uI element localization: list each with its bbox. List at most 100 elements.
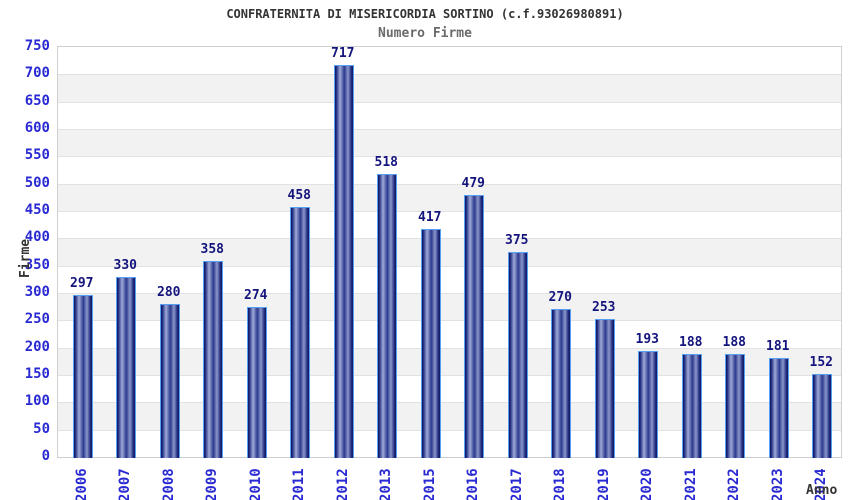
grid-line	[58, 320, 841, 322]
grid-line	[58, 347, 841, 349]
grid-band	[58, 74, 841, 102]
bar-2006	[72, 295, 93, 458]
bar-value-label: 717	[331, 46, 355, 61]
bar-2012	[333, 65, 354, 458]
bar-2019	[594, 319, 615, 458]
bar-value-label: 375	[505, 233, 529, 248]
y-tick-label: 0	[41, 448, 50, 464]
y-tick-label: 750	[24, 38, 50, 54]
grid-band	[58, 238, 841, 266]
bar-2024	[812, 374, 833, 458]
x-tick-label: 2009	[204, 468, 221, 500]
grid-band	[58, 320, 841, 348]
y-tick-label: 350	[24, 256, 50, 273]
x-tick-label: 2020	[639, 468, 656, 500]
grid-line	[58, 183, 841, 185]
grid-band	[58, 101, 841, 129]
bar-value-label: 518	[374, 155, 398, 170]
bar-value-label: 270	[548, 290, 572, 305]
bar-2022	[725, 354, 746, 458]
bar-2023	[768, 358, 789, 458]
x-tick-label: 2019	[595, 468, 612, 500]
grid-line	[58, 129, 841, 130]
grid-band	[58, 156, 841, 184]
bar-value-label: 181	[766, 339, 790, 354]
bar-2007	[116, 277, 137, 458]
bar-value-label: 274	[244, 288, 268, 303]
grid-band	[58, 375, 841, 403]
bar-value-label: 330	[113, 258, 137, 273]
y-tick-label: 450	[24, 202, 50, 218]
x-tick-label: 2016	[465, 468, 482, 500]
grid-band	[58, 47, 841, 75]
plot-area	[57, 46, 842, 458]
x-tick-label: 2017	[508, 468, 525, 500]
bar-value-label: 297	[70, 276, 94, 291]
grid-band	[58, 129, 841, 157]
grid-line	[58, 429, 841, 431]
x-tick-label: 2007	[117, 468, 134, 500]
y-tick-label: 100	[24, 393, 50, 410]
bar-value-label: 152	[809, 355, 833, 370]
y-tick-label: 150	[24, 366, 50, 382]
y-tick-label: 300	[24, 284, 50, 300]
grid-band	[58, 402, 841, 430]
grid-line	[58, 375, 841, 376]
grid-line	[58, 238, 841, 240]
x-tick-label: 2013	[378, 468, 395, 500]
bar-2011	[290, 207, 311, 458]
x-axis-title: Anno	[806, 483, 838, 498]
y-tick-label: 600	[24, 120, 50, 136]
grid-line	[58, 156, 841, 158]
bar-value-label: 458	[287, 188, 311, 203]
bar-2021	[681, 354, 702, 458]
bar-value-label: 479	[461, 176, 485, 191]
y-tick-label: 700	[24, 65, 50, 82]
x-tick-label: 2012	[334, 468, 351, 500]
y-tick-label: 650	[24, 92, 50, 109]
grid-band	[58, 293, 841, 321]
x-tick-label: 2006	[73, 468, 90, 500]
x-tick-label: 2015	[421, 468, 438, 500]
bar-2020	[638, 351, 659, 458]
grid-band	[58, 265, 841, 293]
grid-line	[58, 211, 841, 212]
chart-title: CONFRATERNITA DI MISERICORDIA SORTINO (c…	[226, 7, 624, 21]
chart-subtitle: Numero Firme	[378, 26, 472, 41]
bar-2015	[420, 229, 441, 458]
y-axis-title: Firme	[18, 238, 33, 278]
y-tick-label: 400	[24, 229, 50, 246]
grid-band	[58, 347, 841, 375]
bar-value-label: 358	[200, 242, 224, 257]
grid-line	[58, 265, 841, 267]
bar-2009	[203, 261, 224, 458]
bar-2018	[551, 309, 572, 458]
grid-band	[58, 429, 841, 457]
grid-line	[58, 74, 841, 76]
grid-line	[58, 101, 841, 103]
y-tick-label: 250	[24, 311, 50, 328]
x-tick-label: 2010	[247, 468, 264, 500]
x-tick-label: 2022	[726, 468, 743, 500]
bar-2010	[246, 307, 267, 458]
bar-value-label: 188	[722, 335, 746, 350]
y-tick-label: 550	[24, 147, 50, 164]
grid-line	[58, 293, 841, 294]
bar-value-label: 280	[157, 285, 181, 300]
x-tick-label: 2021	[682, 468, 699, 500]
grid-band	[58, 183, 841, 211]
grid-line	[58, 402, 841, 404]
bar-value-label: 188	[679, 335, 703, 350]
x-tick-label: 2008	[160, 468, 177, 500]
grid-band	[58, 211, 841, 239]
bar-2016	[464, 195, 485, 458]
bar-value-label: 193	[635, 332, 659, 347]
x-tick-label: 2023	[769, 468, 786, 500]
x-tick-label: 2011	[291, 468, 308, 500]
bar-value-label: 253	[592, 300, 616, 315]
bar-2017	[507, 252, 528, 458]
x-tick-label: 2018	[552, 468, 569, 500]
y-tick-label: 500	[24, 174, 50, 191]
bar-2008	[159, 304, 180, 458]
